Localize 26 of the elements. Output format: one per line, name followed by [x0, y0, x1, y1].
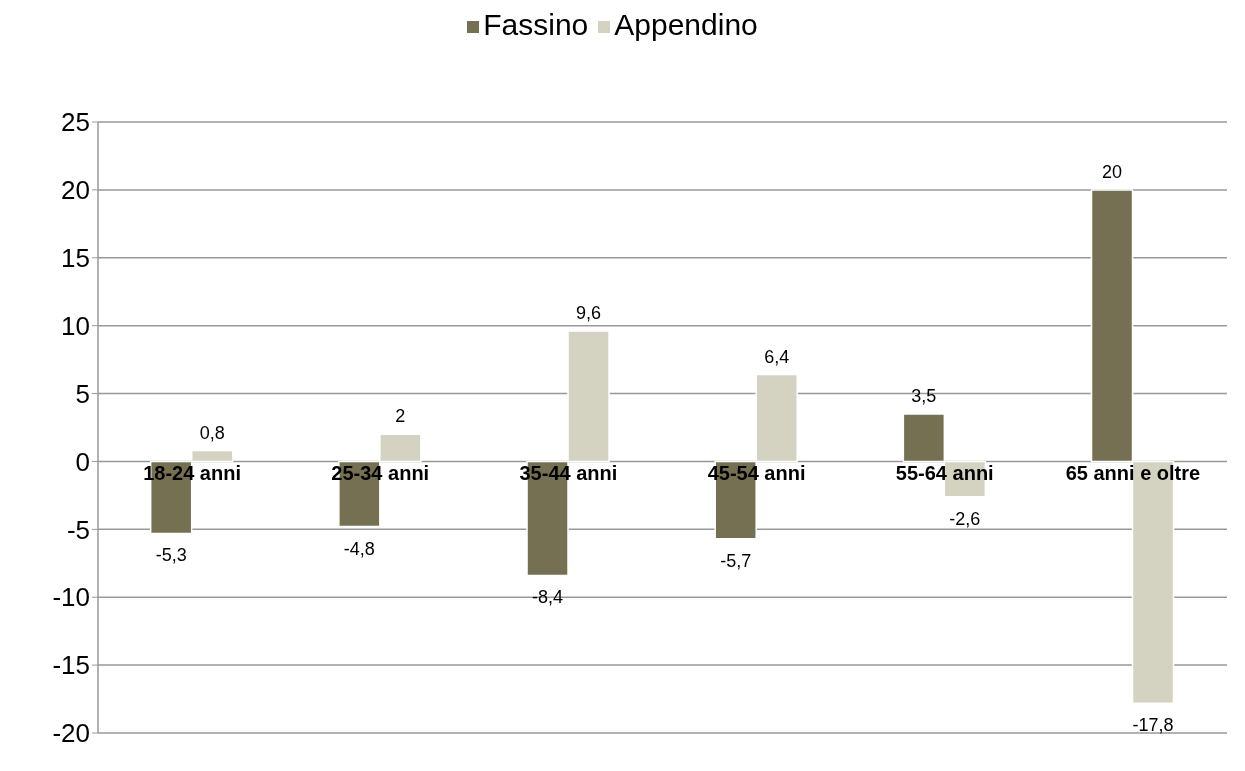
- data-label: -8,4: [532, 587, 564, 608]
- data-label: 9,6: [576, 303, 602, 324]
- y-tick-label: 20: [61, 175, 90, 206]
- legend-label: Fassino: [483, 8, 589, 41]
- data-label: 2: [395, 406, 406, 427]
- y-tick-label: -5: [66, 514, 90, 545]
- data-label: 20: [1102, 161, 1123, 182]
- y-tick-label: 15: [61, 243, 90, 274]
- y-tick-label: 10: [61, 310, 90, 341]
- data-label: -5,3: [155, 545, 187, 566]
- data-label: 3,5: [911, 385, 937, 406]
- y-tick-label: 0: [75, 446, 90, 477]
- data-label: -5,7: [720, 550, 752, 571]
- y-tick-label: -10: [52, 582, 90, 613]
- data-label: 6,4: [764, 346, 790, 367]
- x-tick-label: 65 anni e oltre: [1065, 462, 1201, 485]
- y-tick-label: -15: [52, 650, 90, 681]
- data-label: -17,8: [1132, 715, 1174, 736]
- data-label: -4,8: [343, 538, 375, 559]
- y-tick-label: 25: [61, 107, 90, 138]
- legend-label: Appendino: [614, 8, 758, 41]
- data-label: -2,6: [949, 508, 981, 529]
- data-label: 0,8: [199, 422, 225, 443]
- x-tick-label: 55-64 anni: [895, 462, 994, 485]
- y-tick-label: -20: [52, 718, 90, 749]
- y-tick-label: 5: [75, 378, 90, 409]
